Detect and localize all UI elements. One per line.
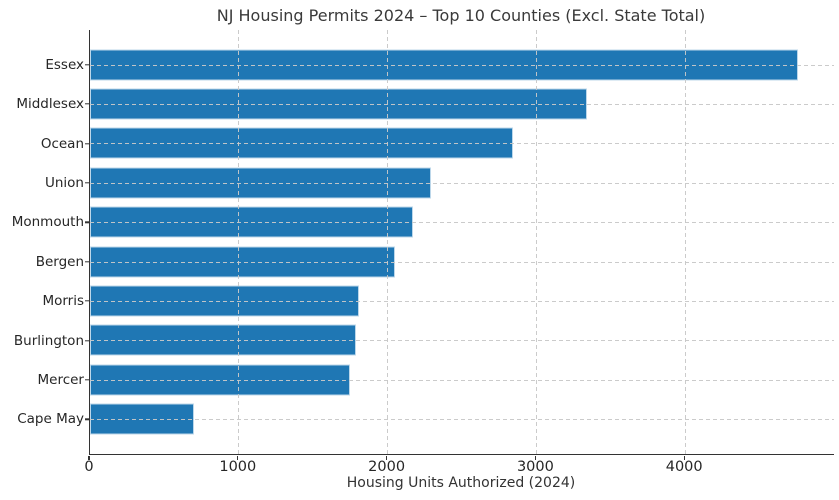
x-gridline [684,30,686,454]
x-tick-label: 1000 [219,459,257,475]
bar-row [90,203,834,242]
y-axis-label: Ocean [40,135,84,152]
y-axis-label: Bergen [35,253,84,270]
y-axis-label: Union [44,174,84,191]
y-axis-label: Mercer [37,371,85,388]
x-tick-mark [237,456,239,460]
row-gridline [90,143,834,145]
y-axis-label: Essex [45,56,84,73]
row-gridline [90,379,834,381]
y-axis-label: Middlesex [16,96,84,113]
bar-rows [90,30,834,454]
bar-row [90,321,834,360]
x-tick-label: 2000 [368,459,406,475]
y-tick-mark [85,142,89,145]
x-tick-label: 0 [84,459,94,475]
y-axis-label: Burlington [13,332,84,349]
x-axis-title: Housing Units Authorized (2024) [346,475,576,491]
x-tick-mark [534,456,537,460]
row-gridline [90,261,834,263]
y-tick-mark [85,300,89,302]
plot-area [89,30,834,455]
y-axis-label: Cape May [17,411,84,428]
bar-row [90,281,834,320]
row-gridline [90,182,834,184]
y-tick-mark [85,418,89,420]
row-gridline [90,419,834,421]
bar-row [90,400,834,439]
x-gridline [535,30,537,454]
x-tick-label: 3000 [516,459,554,475]
y-axis-label: Morris [42,293,84,310]
row-gridline [90,301,834,303]
row-gridline [90,64,834,66]
bar-row [90,84,834,123]
x-tick-mark [88,456,90,460]
x-tick-label: 4000 [665,459,703,475]
row-gridline [90,104,834,106]
x-gridline [238,30,240,454]
bar-row [90,124,834,163]
y-tick-mark [85,63,89,66]
bar-row [90,242,834,281]
y-tick-mark [85,221,89,223]
y-tick-mark [85,339,89,342]
y-tick-mark [85,103,89,105]
row-gridline [90,222,834,224]
x-tick-mark [683,456,685,460]
y-tick-mark [85,182,89,184]
y-tick-mark [85,379,89,381]
bar-row [90,360,834,399]
chart-title: NJ Housing Permits 2024 – Top 10 Countie… [216,6,706,25]
bar-row [90,163,834,202]
bar-row [90,45,834,84]
x-gridline [387,30,389,454]
row-gridline [90,340,834,342]
y-axis-label: Monmouth [11,214,84,231]
y-tick-mark [85,260,89,263]
x-tick-mark [385,456,388,460]
